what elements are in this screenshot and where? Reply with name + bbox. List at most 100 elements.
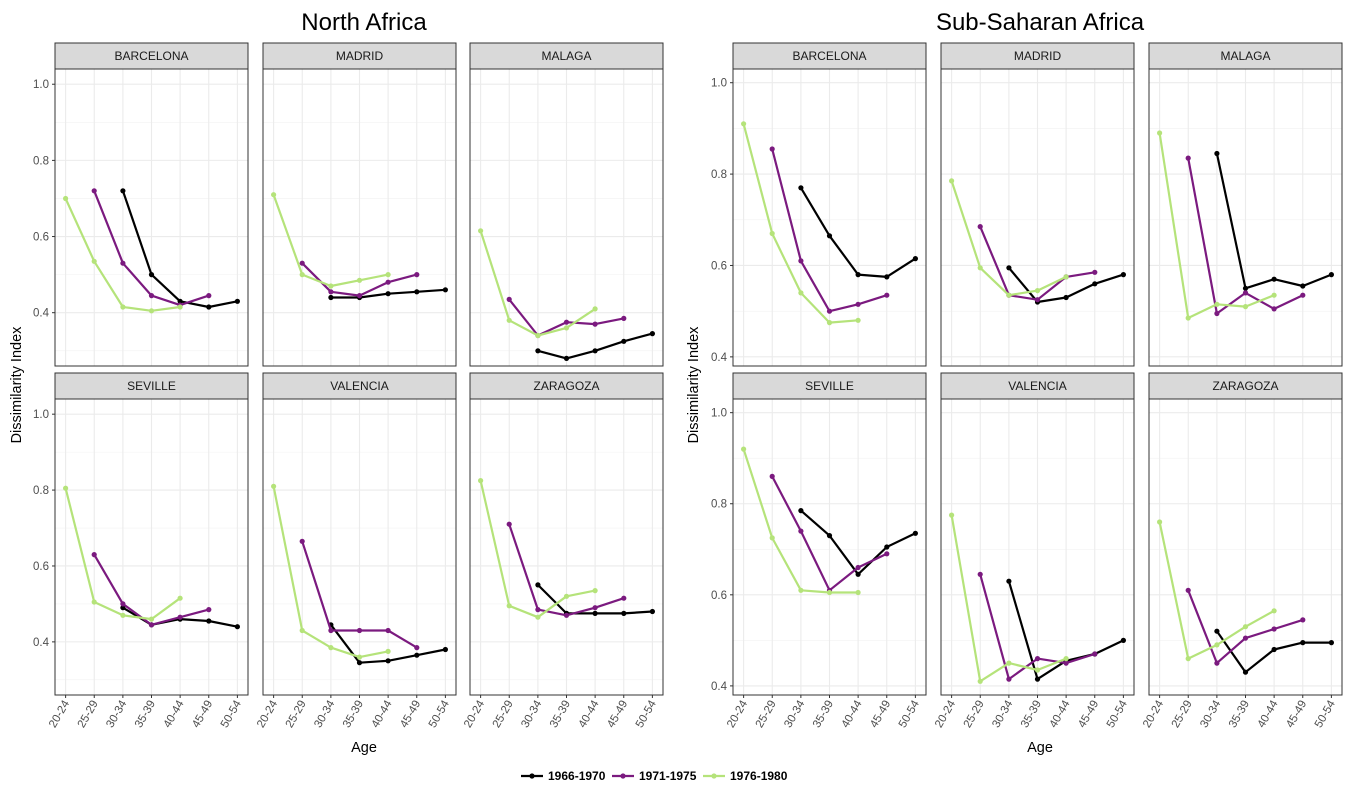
data-point-1976-1980 — [385, 648, 391, 655]
data-point-1966-1970 — [1300, 283, 1306, 289]
x-tick-label: 20-24 — [255, 698, 280, 730]
data-point-1976-1980 — [177, 595, 183, 601]
data-point-1976-1980 — [855, 317, 861, 323]
data-point-1966-1970 — [649, 608, 656, 615]
data-point-1976-1980 — [91, 258, 97, 264]
data-point-1976-1980 — [328, 283, 334, 289]
data-point-1966-1970 — [912, 256, 919, 262]
x-tick-label: 35-39 — [1227, 699, 1252, 730]
data-point-1976-1980 — [120, 304, 126, 310]
panel-strip-label: SEVILLE — [805, 379, 854, 393]
data-point-1976-1980 — [1185, 315, 1191, 321]
data-point-1976-1980 — [1242, 304, 1249, 310]
panel-border — [262, 68, 457, 367]
group-title: Sub-Saharan Africa — [936, 9, 1145, 36]
panel-north-africa-malaga: MALAGA — [469, 42, 664, 367]
data-point-1971-1975 — [328, 627, 334, 634]
data-point-1976-1980 — [592, 588, 598, 594]
data-point-1966-1970 — [798, 185, 804, 191]
data-point-1976-1980 — [271, 483, 277, 489]
legend-item-1966-1970: 1966-1970 — [521, 769, 606, 783]
y-tick-label: 1.0 — [33, 79, 49, 91]
x-tick-label: 45-49 — [1076, 699, 1101, 730]
data-point-1966-1970 — [234, 298, 240, 304]
data-point-1971-1975 — [506, 521, 512, 527]
data-point-1971-1975 — [120, 601, 126, 607]
panel-sub-saharan-africa-barcelona: BARCELONA 0.4 0.6 0.8 1.0 — [711, 42, 927, 367]
x-tick-label: 30-34 — [312, 698, 337, 730]
data-point-1976-1980 — [949, 178, 955, 184]
data-point-1971-1975 — [977, 224, 983, 230]
y-tick-label: 1.0 — [711, 78, 727, 90]
panel-strip-label: BARCELONA — [114, 49, 188, 63]
data-point-1976-1980 — [385, 272, 391, 278]
data-point-1966-1970 — [1214, 628, 1220, 634]
data-point-1976-1980 — [120, 612, 126, 618]
x-tick-label: 35-39 — [548, 699, 573, 730]
data-point-1966-1970 — [884, 274, 890, 280]
data-point-1976-1980 — [91, 599, 97, 605]
x-tick-label: 20-24 — [462, 698, 487, 730]
data-point-1976-1980 — [1006, 660, 1012, 666]
data-point-1966-1970 — [1242, 285, 1249, 291]
data-point-1966-1970 — [234, 624, 240, 630]
panel-border — [469, 68, 664, 367]
data-point-1971-1975 — [1006, 676, 1012, 682]
data-point-1976-1980 — [506, 603, 512, 609]
group-title: North Africa — [301, 9, 427, 36]
x-tick-label: 20-24 — [1141, 698, 1166, 730]
y-axis-title: Dissimilarity Index — [9, 326, 25, 444]
data-point-1976-1980 — [563, 593, 570, 599]
y-tick-label: 0.8 — [33, 155, 49, 167]
legend-label: 1966-1970 — [548, 769, 606, 783]
data-point-1971-1975 — [1214, 660, 1220, 666]
data-point-1976-1980 — [563, 325, 570, 331]
data-point-1966-1970 — [621, 610, 627, 617]
y-tick-label: 0.6 — [33, 561, 49, 573]
y-tick-label: 0.4 — [711, 681, 728, 693]
data-point-1966-1970 — [1120, 272, 1126, 278]
data-point-1976-1980 — [769, 230, 775, 237]
panel-strip-label: VALENCIA — [330, 379, 388, 393]
data-point-1976-1980 — [478, 228, 484, 234]
panel-border — [1148, 68, 1343, 367]
data-point-1976-1980 — [1006, 292, 1012, 298]
y-tick-label: 0.8 — [33, 485, 49, 497]
data-point-1966-1970 — [912, 530, 919, 536]
data-point-1976-1980 — [356, 277, 363, 283]
panel-strip-label: VALENCIA — [1008, 379, 1066, 393]
data-point-1966-1970 — [1300, 640, 1306, 646]
data-point-1971-1975 — [592, 605, 598, 611]
data-point-1971-1975 — [977, 571, 983, 577]
data-point-1971-1975 — [1214, 310, 1220, 317]
data-point-1966-1970 — [826, 233, 833, 239]
x-tick-label: 30-34 — [519, 698, 544, 730]
data-point-1976-1980 — [148, 616, 155, 622]
data-point-1976-1980 — [798, 587, 804, 593]
data-point-1971-1975 — [148, 293, 155, 299]
data-point-1971-1975 — [148, 622, 155, 628]
x-tick-label: 45-49 — [605, 699, 630, 730]
data-point-1976-1980 — [826, 320, 833, 326]
data-point-1966-1970 — [592, 348, 598, 354]
data-point-1976-1980 — [949, 512, 955, 518]
x-tick-label: 40-44 — [1256, 698, 1281, 730]
panel-north-africa-barcelona: BARCELONA 0.4 0.6 0.8 1.0 — [33, 42, 249, 367]
panel-strip-label: ZARAGOZA — [1212, 379, 1278, 393]
data-point-1966-1970 — [649, 331, 656, 337]
data-point-1966-1970 — [798, 508, 804, 514]
x-tick-label: 40-44 — [577, 698, 602, 730]
x-tick-label: 40-44 — [370, 698, 395, 730]
x-tick-label: 35-39 — [1019, 699, 1044, 730]
panel-strip-label: MALAGA — [541, 49, 591, 63]
data-point-1971-1975 — [1034, 297, 1041, 303]
data-point-1976-1980 — [148, 308, 155, 314]
x-tick-label: 35-39 — [811, 699, 836, 730]
y-tick-label: 0.4 — [33, 637, 50, 649]
y-tick-label: 0.4 — [33, 308, 50, 320]
panel-strip — [262, 42, 457, 70]
data-point-1966-1970 — [385, 291, 391, 297]
data-point-1971-1975 — [356, 627, 363, 634]
data-point-1976-1980 — [1063, 656, 1069, 662]
